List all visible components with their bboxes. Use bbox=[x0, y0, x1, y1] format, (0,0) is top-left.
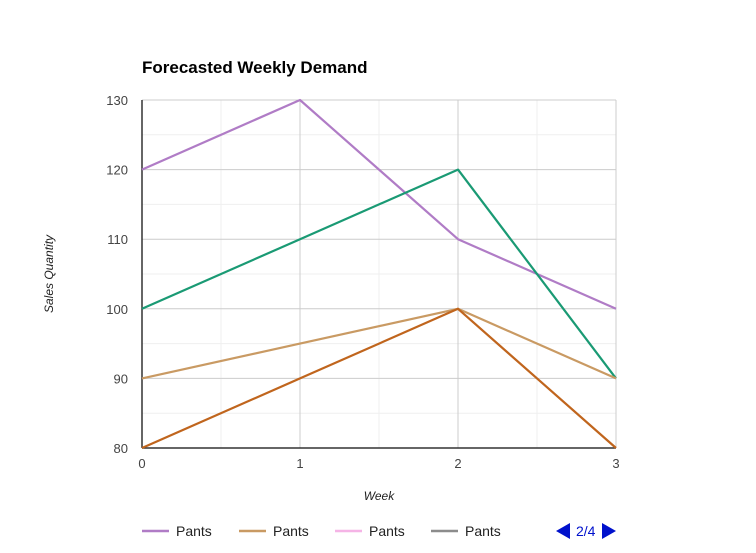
axes bbox=[141, 100, 616, 449]
y-tick-label: 130 bbox=[106, 93, 128, 108]
legend-label: Pants bbox=[273, 523, 309, 539]
legend-label: Pants bbox=[465, 523, 501, 539]
tick-labels: 80 90 100 110 120 130 0 1 2 3 bbox=[106, 93, 619, 471]
legend-label: Pants bbox=[369, 523, 405, 539]
x-tick-label: 1 bbox=[296, 456, 303, 471]
y-tick-label: 100 bbox=[106, 302, 128, 317]
legend: Pants Pants Pants Pants bbox=[142, 523, 501, 539]
y-tick-label: 80 bbox=[114, 441, 128, 456]
x-axis-title: Week bbox=[364, 489, 395, 503]
series-line-3 bbox=[141, 307, 617, 380]
legend-pager: 2/4 bbox=[556, 523, 616, 539]
series-lines bbox=[141, 98, 617, 450]
y-tick-label: 120 bbox=[106, 163, 128, 178]
chart-title: Forecasted Weekly Demand bbox=[142, 58, 368, 77]
grid bbox=[141, 99, 617, 449]
next-page-arrow-icon[interactable] bbox=[602, 523, 616, 539]
x-tick-label: 3 bbox=[612, 456, 619, 471]
y-axis-title: Sales Quantity bbox=[42, 234, 56, 313]
legend-page-indicator: 2/4 bbox=[576, 523, 596, 539]
previous-page-arrow-icon[interactable] bbox=[556, 523, 570, 539]
x-tick-label: 2 bbox=[454, 456, 461, 471]
x-tick-label: 0 bbox=[138, 456, 145, 471]
series-line-4 bbox=[141, 307, 617, 450]
legend-label: Pants bbox=[176, 523, 212, 539]
series-line-2 bbox=[141, 168, 617, 380]
y-tick-label: 110 bbox=[107, 232, 128, 247]
y-tick-label: 90 bbox=[114, 371, 128, 386]
